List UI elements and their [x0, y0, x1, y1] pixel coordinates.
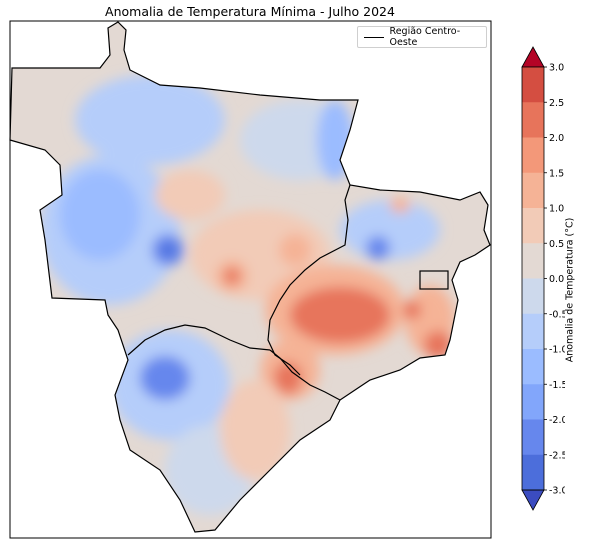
cold-zone-mt-east [317, 100, 353, 180]
map-title: Anomalia de Temperatura Mínima - Julho 2… [105, 4, 395, 19]
legend-line-swatch [364, 36, 384, 38]
warm-spot-go-north [390, 197, 410, 213]
colorbar-tick-label: 1.0 [549, 204, 564, 215]
colorbar-extend-bottom [521, 489, 545, 511]
distrito-federal-outline [419, 270, 449, 290]
colorbar: 3.0 2.5 2.0 1.5 1.0 0.5 0.0 -0.5 -1.0 -1.5 -2.0 -2.… [521, 46, 565, 511]
colorbar-tick-label: -2.0 [549, 415, 565, 426]
colorbar-tick-label: -1.0 [549, 345, 565, 356]
colorbar-segment [522, 208, 544, 244]
colorbar-segment [522, 172, 544, 209]
colorbar-segment [522, 313, 544, 350]
colorbar-tick-label: 0.0 [549, 274, 564, 285]
colorbar-tick-label: -2.5 [549, 450, 565, 461]
colorbar-tick-label: -1.5 [549, 380, 565, 391]
warm-zone-mt-center [155, 170, 225, 220]
map-legend: Região Centro-Oeste [357, 26, 487, 48]
warm-spot-go-df [403, 301, 421, 319]
warm-zone-mt-east [279, 234, 311, 266]
colorbar-tick-label: 1.5 [549, 168, 564, 179]
colorbar-tick-label: 0.5 [549, 239, 564, 250]
map-frame [9, 20, 492, 539]
colorbar-segment [522, 419, 544, 456]
warm-core-go-east [424, 331, 452, 359]
cold-zone-mt-sw [60, 170, 140, 260]
cold-core-go-north [366, 236, 390, 260]
temperature-anomaly-map [9, 20, 492, 539]
cold-zone-mt-north [75, 75, 225, 165]
colorbar-segment [522, 349, 544, 385]
colorbar-segment [522, 137, 544, 174]
colorbar-segment [522, 384, 544, 420]
colorbar-tick-label: 2.5 [549, 98, 564, 109]
legend-label: Região Centro-Oeste [389, 26, 461, 48]
colorbar-segment [522, 278, 544, 315]
warm-peak-mt [224, 268, 240, 284]
colorbar-segment [522, 243, 544, 279]
colorbar-tick-label: -3.0 [549, 486, 565, 497]
colorbar-tick-label: -0.5 [549, 309, 565, 320]
cold-core-mt-center [161, 243, 175, 257]
border-mt-ms [127, 324, 271, 356]
colorbar-extend-top [521, 46, 545, 68]
cold-zone-go-north [340, 200, 440, 260]
colorbar-label: Anomalia de Temperatura (°C) [564, 217, 576, 363]
colorbar-segment [522, 454, 544, 491]
colorbar-segment [522, 67, 544, 103]
border-ms-go [269, 349, 341, 401]
warm-core-go [290, 287, 390, 343]
cold-core-ms [140, 356, 190, 400]
colorbar-tick-label: 2.0 [549, 133, 564, 144]
warm-zone-ms-east [220, 380, 290, 480]
border-mt-go [267, 184, 351, 376]
centro-oeste-outline [9, 21, 491, 533]
colorbar-tick-label: 3.0 [549, 63, 564, 74]
colorbar-segment [522, 102, 544, 138]
